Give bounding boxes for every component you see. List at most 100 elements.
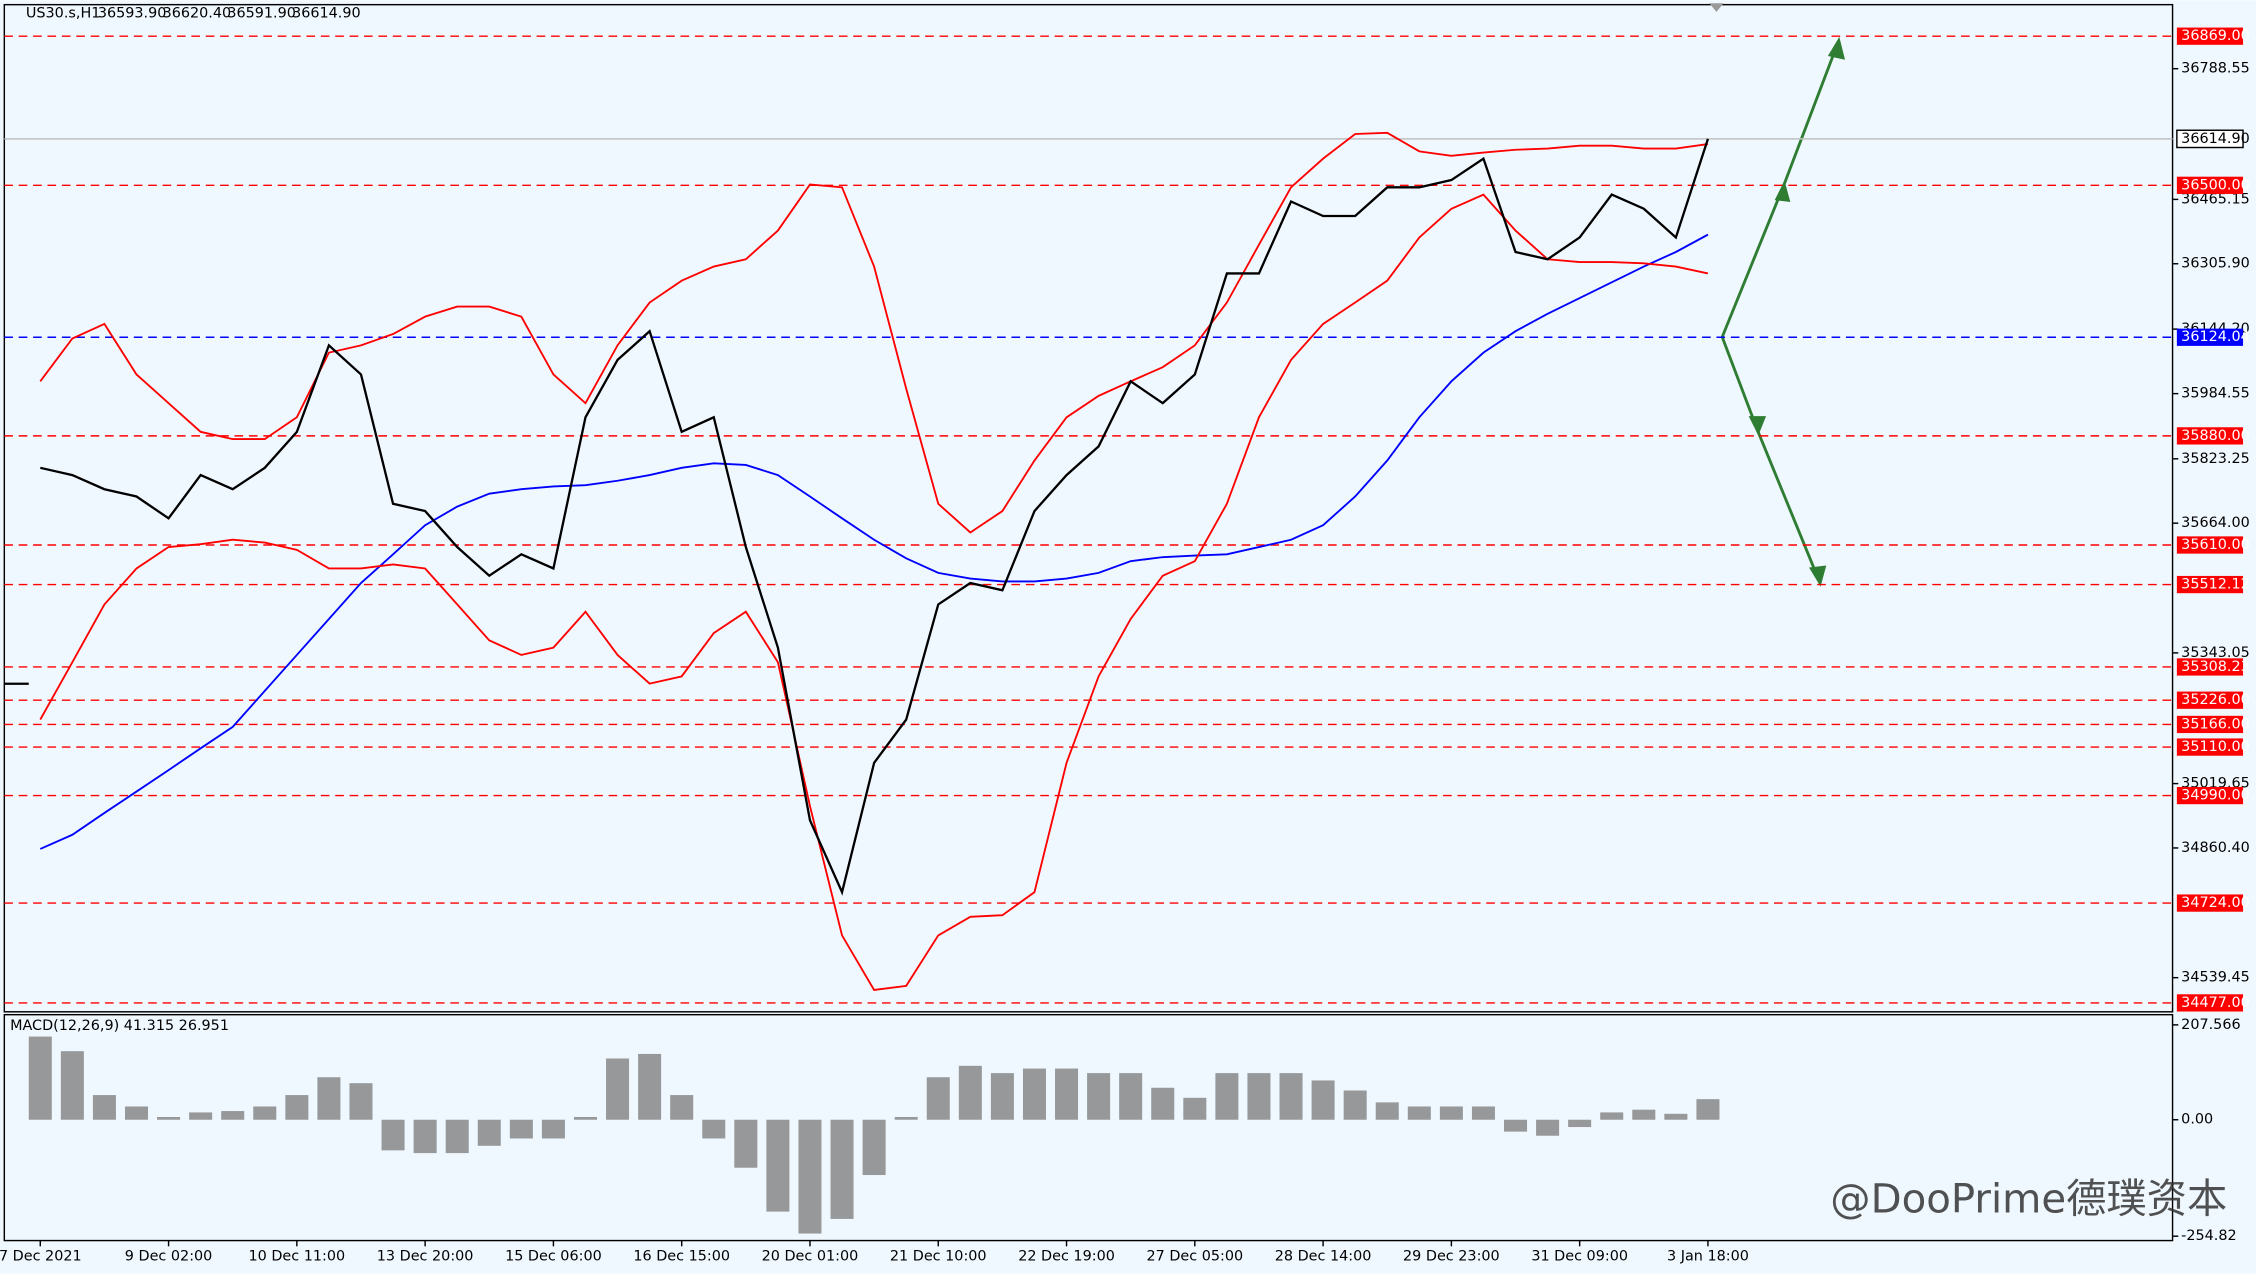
level-label: 35610.00 (2181, 537, 2250, 553)
x-tick-label: 31 Dec 09:00 (1531, 1248, 1628, 1264)
macd-bar (958, 1065, 982, 1120)
macd-bar (1087, 1073, 1111, 1120)
chart-title: US30.s,H1 (26, 5, 101, 21)
level-label: 35226.00 (2181, 692, 2250, 708)
macd-bar (1343, 1090, 1367, 1120)
macd-pane-border (3, 1013, 2174, 1242)
arrow-head (1748, 416, 1767, 436)
macd-bar (1055, 1068, 1079, 1120)
macd-y-tick-label: 0.00 (2181, 1112, 2213, 1128)
level-label-box (2176, 994, 2244, 1012)
level-label: 34990.00 (2181, 788, 2250, 804)
macd-bar (1151, 1087, 1175, 1120)
indicator-line (39, 193, 1709, 991)
macd-bar (349, 1083, 373, 1120)
macd-bar (1119, 1073, 1143, 1120)
macd-title: MACD(12,26,9) 41.315 26.951 (10, 1018, 229, 1034)
x-tick-label: 20 Dec 01:00 (762, 1248, 859, 1264)
forecast-arrows (1720, 36, 1846, 587)
macd-bar (1664, 1113, 1688, 1120)
macd-bar (317, 1077, 341, 1120)
x-tick-label: 29 Dec 23:00 (1403, 1248, 1500, 1264)
macd-bar (766, 1119, 790, 1212)
quote-value: 36620.40 (163, 5, 232, 21)
macd-bar (541, 1119, 565, 1139)
level-label: 35110.00 (2181, 739, 2250, 755)
macd-bar (862, 1119, 886, 1176)
level-label-box (2176, 738, 2244, 756)
macd-bar (830, 1119, 854, 1219)
level-label-box (2176, 658, 2244, 676)
arrow-head (1827, 36, 1846, 60)
level-label: 35308.23 (2181, 659, 2250, 675)
arrow-head (1809, 565, 1827, 587)
level-label-box (2176, 691, 2244, 709)
y-tick-label: 36788.55 (2181, 61, 2250, 77)
level-label: 35512.12 (2181, 577, 2250, 593)
macd-bar (1632, 1109, 1656, 1120)
macd-bar (1375, 1102, 1399, 1120)
level-label-box (2176, 27, 2244, 45)
level-label: 34477.00 (2181, 995, 2250, 1011)
price-pane-border (3, 3, 2174, 1013)
y-tick-label: 35984.55 (2181, 386, 2250, 402)
macd-bar (1022, 1068, 1046, 1120)
level-label-box (2176, 328, 2244, 346)
quote-value: 36614.90 (292, 5, 361, 21)
x-tick-label: 10 Dec 11:00 (249, 1248, 346, 1264)
level-label-box (2176, 786, 2244, 805)
level-label-box (2176, 575, 2244, 594)
x-tick-label: 27 Dec 05:00 (1146, 1248, 1243, 1264)
macd-bar (1247, 1073, 1271, 1120)
macd-bar (60, 1051, 84, 1120)
macd-bar (1600, 1112, 1624, 1120)
level-label-box (2176, 176, 2244, 194)
x-tick-label: 22 Dec 19:00 (1018, 1248, 1115, 1264)
macd-bar (381, 1119, 405, 1151)
macd-y-tick-label: 207.566 (2181, 1017, 2240, 1033)
y-tick-label: 34539.45 (2181, 970, 2250, 986)
level-label: 36124.04 (2181, 329, 2250, 345)
indicator-line (39, 233, 1709, 850)
macd-bar (124, 1106, 149, 1120)
arrow-head (1774, 180, 1791, 203)
x-tick-label: 21 Dec 10:00 (890, 1248, 987, 1264)
x-tick-label: 9 Dec 02:00 (125, 1248, 213, 1264)
macd-bar (573, 1116, 597, 1120)
level-label: 36869.00 (2181, 28, 2250, 44)
macd-y-tick-label: -254.82 (2181, 1228, 2237, 1244)
macd-bar (702, 1119, 726, 1139)
y-tick-label: 36305.90 (2181, 256, 2250, 272)
macd-bar (1504, 1119, 1528, 1132)
macd-bar (1311, 1080, 1335, 1120)
quote-value: 36593.90 (98, 5, 167, 21)
x-tick-label: 13 Dec 20:00 (377, 1248, 474, 1264)
level-label-box (2176, 427, 2244, 445)
macd-bar (1183, 1097, 1207, 1120)
x-tick-label: 7 Dec 2021 (0, 1248, 82, 1264)
macd-bar (477, 1119, 501, 1146)
watermark: @DooPrime德璞资本 (1830, 1177, 2227, 1223)
macd-bar (413, 1119, 437, 1154)
level-label: 36500.00 (2181, 177, 2250, 193)
level-label: 34724.00 (2181, 895, 2250, 911)
x-tick-label: 15 Dec 06:00 (505, 1248, 602, 1264)
price-line (40, 138, 1710, 896)
level-label-box (2176, 894, 2244, 912)
last-price-label: 36614.90 (2181, 131, 2250, 147)
macd-bar (670, 1095, 694, 1120)
macd-bar (894, 1116, 918, 1120)
macd-bar (445, 1119, 469, 1154)
macd-bar (1696, 1099, 1720, 1120)
x-tick-label: 28 Dec 14:00 (1275, 1248, 1372, 1264)
y-tick-label: 35823.25 (2181, 451, 2250, 467)
macd-bar (798, 1119, 822, 1234)
shift-marker (1709, 3, 1724, 12)
macd-bar (1568, 1119, 1592, 1128)
macd-bar (990, 1073, 1014, 1120)
x-tick-label: 3 Jan 18:00 (1667, 1248, 1749, 1264)
level-label-box (2176, 715, 2244, 734)
macd-bar (1215, 1073, 1239, 1120)
